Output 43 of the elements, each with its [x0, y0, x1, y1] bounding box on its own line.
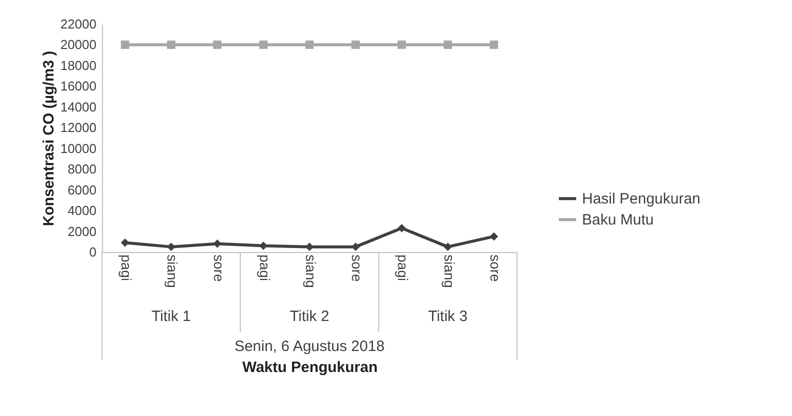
text: Senin, 6 Agustus 2018	[234, 338, 385, 355]
y-tick-label: 8000	[68, 162, 96, 177]
point	[259, 40, 268, 49]
x-axis-title: Waktu Pengukuran	[242, 358, 378, 376]
point	[213, 40, 222, 49]
text: Titik 1	[151, 308, 191, 325]
point	[444, 242, 452, 251]
point	[213, 240, 222, 248]
point	[490, 40, 498, 49]
y-tick-label: 10000	[60, 140, 96, 156]
point	[120, 238, 130, 247]
text: Titik 2	[290, 308, 330, 325]
x-tick-label: pagi	[118, 254, 135, 281]
x-tick-label: siang	[164, 254, 181, 288]
y-axis-title: Konsentrasi CO (µg/m3 )	[40, 50, 58, 226]
point	[444, 40, 452, 49]
y-tick-label: 4000	[68, 203, 96, 218]
point	[398, 224, 406, 232]
y-tick-label: 16000	[60, 78, 96, 94]
y-tick-label: 2000	[68, 224, 96, 239]
point	[166, 40, 176, 49]
legend-label: Hasil Pengukuran	[582, 190, 700, 208]
x-tick-label: pagi	[256, 254, 273, 281]
y-tick-label: 6000	[68, 182, 96, 198]
text: Titik 3	[428, 308, 468, 325]
y-tick-label: 0	[89, 244, 96, 260]
x-tick-label: sore	[487, 254, 504, 282]
x-tick-label: siang	[303, 254, 319, 288]
point	[351, 40, 360, 49]
y-tick-label: 18000	[60, 58, 96, 73]
y-tick-label: 12000	[60, 120, 96, 136]
legend-label: Baku Mutu	[582, 212, 654, 229]
x-tick-label: sore	[210, 254, 227, 282]
point	[120, 40, 130, 49]
x-tick-label: sore	[349, 254, 366, 282]
y-tick-label: 14000	[60, 99, 96, 114]
y-tick-label: 20000	[60, 37, 96, 52]
y-tick-label: 22000	[60, 16, 96, 32]
point	[305, 40, 314, 49]
x-tick-label: pagi	[395, 254, 412, 281]
point	[490, 232, 498, 241]
point	[398, 40, 406, 49]
x-tick-label: siang	[441, 254, 458, 288]
